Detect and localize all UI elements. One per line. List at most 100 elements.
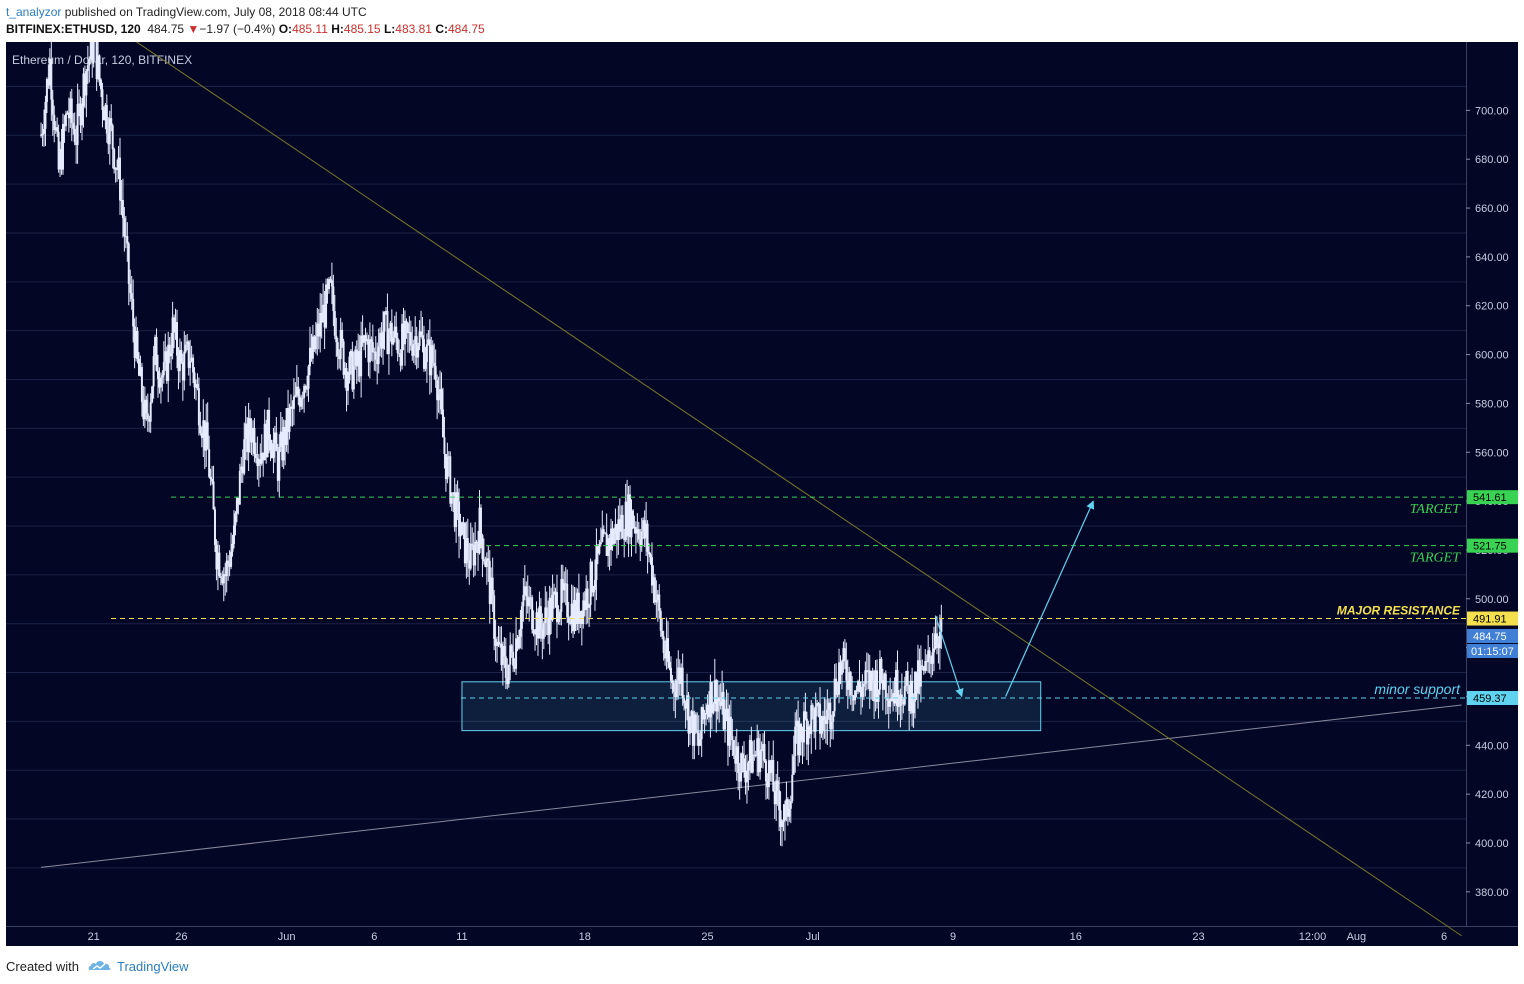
chart-area[interactable]: 380.00400.00420.00440.00460.00480.00500.… (6, 42, 1518, 946)
candle-body (364, 335, 367, 339)
candle-body (884, 673, 887, 699)
candle-body (697, 732, 700, 746)
candle-body (354, 349, 357, 366)
candle-body (273, 432, 276, 444)
candle-body (383, 311, 386, 332)
candle-body (63, 124, 66, 127)
candle-body (123, 218, 126, 237)
candle-body (845, 660, 848, 681)
candle-body (719, 701, 722, 706)
candle-body (148, 419, 151, 422)
price-tick-label: 440.00 (1475, 740, 1509, 752)
candle-body (428, 339, 431, 376)
candle-body (754, 755, 757, 757)
candle-body (718, 697, 721, 702)
candle-body (86, 65, 89, 72)
candle-body (830, 721, 833, 729)
candle-body (506, 677, 509, 685)
candle-body (832, 711, 835, 722)
candle-body (810, 705, 813, 735)
candle-body (332, 286, 335, 312)
candle-body (604, 533, 607, 535)
candle-body (216, 552, 219, 570)
candle-body (263, 423, 266, 461)
candle-body (626, 501, 629, 537)
candle-body (420, 331, 423, 336)
candle-body (808, 726, 811, 735)
candle-body (306, 388, 309, 390)
candle-body (41, 133, 44, 136)
candle-body (564, 583, 567, 585)
candle-body (279, 431, 282, 447)
candle-body (573, 600, 576, 632)
candle-body (707, 704, 710, 718)
candle-body (504, 656, 507, 678)
candle-body (876, 670, 879, 702)
candle-body (916, 660, 919, 694)
candle-body (253, 427, 256, 454)
candle-body (705, 713, 708, 715)
candle-body (612, 534, 615, 545)
candle-body (684, 703, 687, 709)
projection-arrow (934, 615, 964, 698)
candle-body (750, 739, 753, 773)
candle-body (304, 386, 307, 390)
candle-body (186, 341, 189, 345)
price-chart[interactable]: 380.00400.00420.00440.00460.00480.00500.… (6, 42, 1518, 946)
candle-body (231, 543, 234, 552)
candle-body (215, 544, 218, 570)
candle-body (729, 716, 732, 736)
candle-body (475, 541, 478, 544)
candle-body (488, 560, 491, 604)
candle-body (386, 310, 389, 354)
tradingview-link[interactable]: TradingView (117, 959, 189, 974)
candle-body (149, 402, 152, 422)
author-link[interactable]: t_analyzor (6, 5, 62, 19)
candle-body (751, 754, 754, 773)
candle-body (317, 323, 320, 337)
candle-body (501, 645, 504, 665)
price-tick-label: 660.00 (1475, 203, 1509, 215)
candle-body (469, 543, 472, 569)
candle-body (481, 535, 484, 560)
open-value: 485.11 (292, 22, 328, 36)
price-tick-label: 400.00 (1475, 838, 1509, 850)
candle-body (767, 760, 770, 788)
candle-body (382, 331, 385, 349)
candle-body (726, 708, 729, 746)
candle-body (401, 323, 404, 366)
candle-body (855, 690, 858, 692)
candle-body (648, 551, 651, 555)
candle-body (551, 594, 554, 621)
candle-body (895, 669, 898, 704)
down-triangle-icon: ▼ (187, 22, 200, 36)
candle-body (287, 408, 290, 432)
candle-body (482, 559, 485, 562)
candle-body (436, 380, 439, 401)
candle-body (650, 557, 653, 586)
candle-body (631, 510, 634, 528)
candle-body (180, 349, 183, 362)
candle-body (553, 591, 556, 595)
candle-body (700, 707, 703, 740)
candle-body (623, 538, 626, 541)
candle-body (396, 338, 399, 354)
candle-body (493, 595, 496, 639)
candle-body (463, 522, 466, 564)
candle-body (434, 365, 437, 381)
candle-body (871, 671, 874, 681)
candle-body (395, 326, 398, 339)
countdown-tag (1467, 644, 1518, 659)
candle-body (607, 538, 610, 556)
candle-body (108, 118, 111, 145)
candle-body (680, 667, 683, 685)
candle-body (314, 336, 317, 350)
candle-body (111, 125, 114, 150)
candle-body (474, 541, 477, 566)
candle-body (512, 651, 515, 666)
candle-body (95, 42, 98, 80)
candle-body (203, 420, 206, 451)
candle-body (225, 560, 228, 577)
candle-body (477, 543, 480, 554)
candle-body (534, 633, 537, 635)
